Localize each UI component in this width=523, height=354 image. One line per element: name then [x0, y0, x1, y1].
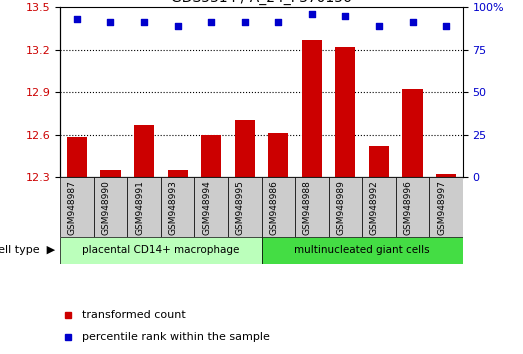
Text: GSM948991: GSM948991 — [135, 180, 144, 235]
Bar — [302, 40, 322, 177]
Text: GSM948986: GSM948986 — [269, 180, 278, 235]
Point — [207, 19, 215, 25]
Bar — [369, 146, 389, 177]
Point — [442, 23, 450, 29]
Text: GSM948996: GSM948996 — [404, 180, 413, 235]
Bar — [167, 170, 188, 177]
Text: GSM948990: GSM948990 — [101, 180, 110, 235]
Text: GSM948987: GSM948987 — [68, 180, 77, 235]
Title: GDS5314 / A_24_P370156: GDS5314 / A_24_P370156 — [171, 0, 352, 5]
Bar — [295, 177, 328, 237]
Bar — [127, 177, 161, 237]
Bar — [362, 177, 396, 237]
Point — [140, 19, 148, 25]
Bar — [195, 177, 228, 237]
Bar — [328, 177, 362, 237]
Text: GSM948989: GSM948989 — [336, 180, 345, 235]
Text: GSM948997: GSM948997 — [437, 180, 446, 235]
Text: GSM948993: GSM948993 — [168, 180, 178, 235]
Bar — [100, 170, 120, 177]
Point — [241, 19, 249, 25]
Bar — [262, 177, 295, 237]
Bar — [60, 177, 94, 237]
Bar — [94, 177, 127, 237]
Point — [341, 13, 349, 18]
Point — [375, 23, 383, 29]
Bar — [268, 133, 288, 177]
Text: GSM948995: GSM948995 — [236, 180, 245, 235]
Bar — [262, 237, 463, 264]
Bar — [228, 177, 262, 237]
Text: GSM948988: GSM948988 — [303, 180, 312, 235]
Bar — [60, 237, 262, 264]
Text: cell type  ▶: cell type ▶ — [0, 245, 55, 256]
Text: placental CD14+ macrophage: placental CD14+ macrophage — [82, 245, 240, 256]
Bar — [429, 177, 463, 237]
Point — [274, 19, 282, 25]
Bar — [396, 177, 429, 237]
Text: percentile rank within the sample: percentile rank within the sample — [82, 332, 270, 342]
Point — [308, 11, 316, 17]
Text: multinucleated giant cells: multinucleated giant cells — [294, 245, 430, 256]
Point — [408, 19, 417, 25]
Point — [174, 23, 182, 29]
Bar — [436, 174, 456, 177]
Bar — [134, 125, 154, 177]
Text: transformed count: transformed count — [82, 310, 186, 320]
Bar — [403, 89, 423, 177]
Point — [106, 19, 115, 25]
Bar — [161, 177, 195, 237]
Text: GSM948994: GSM948994 — [202, 180, 211, 235]
Bar — [335, 47, 356, 177]
Text: GSM948992: GSM948992 — [370, 180, 379, 235]
Bar — [67, 137, 87, 177]
Point — [73, 16, 81, 22]
Bar — [201, 135, 221, 177]
Bar — [235, 120, 255, 177]
